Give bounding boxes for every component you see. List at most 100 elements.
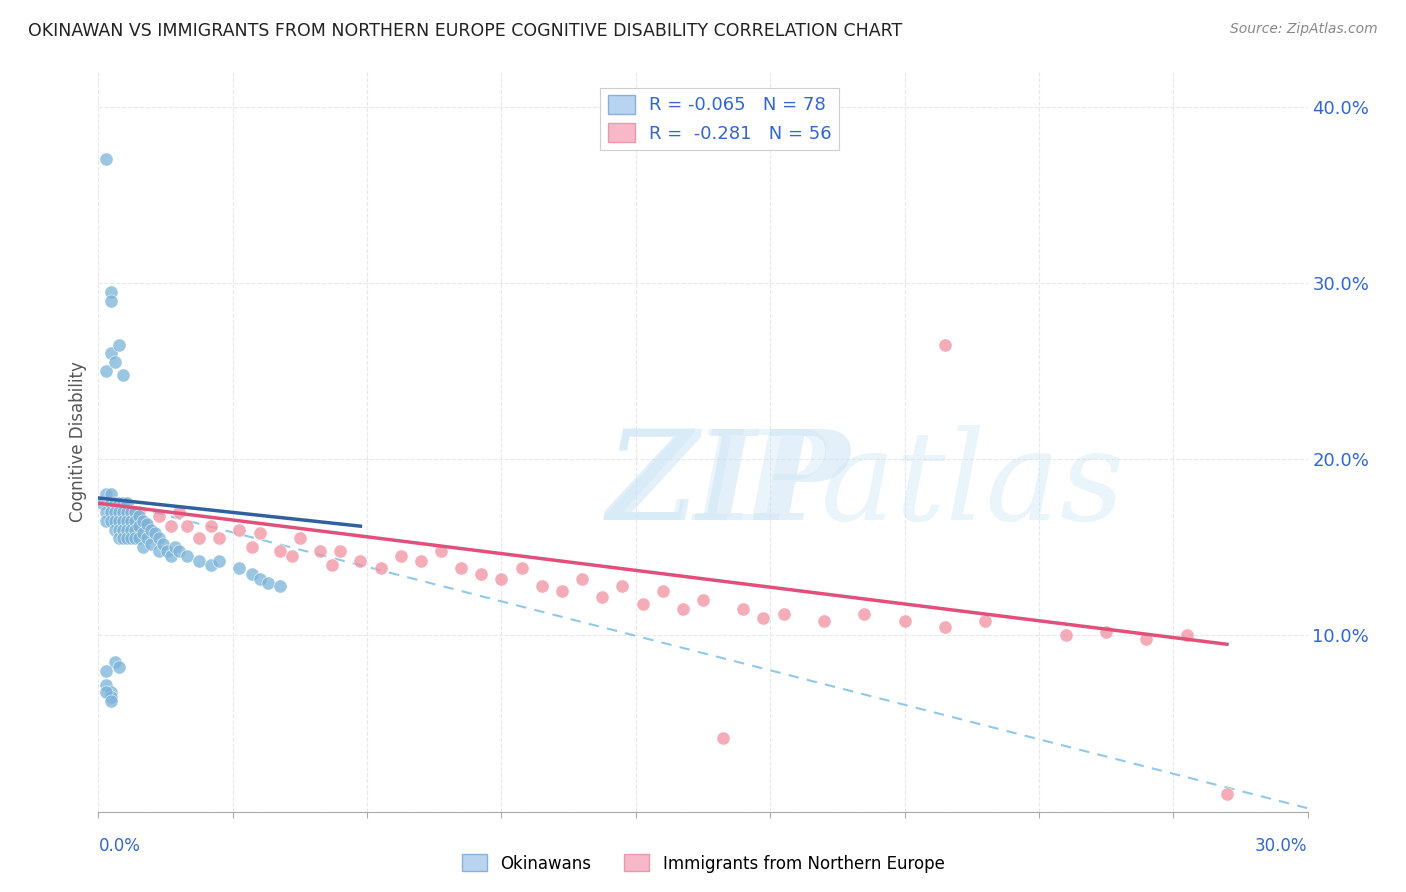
Point [228,561,250,575]
Point [470,566,492,581]
Text: ZIPatlas: ZIPatlas [606,425,1125,547]
Point [100,505,122,519]
Point [1095,624,1118,639]
Point [100,505,122,519]
Point [100,487,122,501]
Point [752,611,775,625]
Point [249,526,271,541]
Point [163,541,186,555]
Point [111,496,134,510]
Point [450,561,472,575]
Point [128,505,150,519]
Point [103,496,125,510]
Point [167,544,190,558]
Point [974,615,997,629]
Point [228,523,250,537]
Point [135,517,157,532]
Point [143,526,166,541]
Point [120,514,142,528]
Point [128,519,150,533]
Point [893,615,915,629]
Point [160,519,183,533]
Point [132,541,155,555]
Point [281,549,304,563]
Point [148,544,170,558]
Point [321,558,343,572]
Text: OKINAWAN VS IMMIGRANTS FROM NORTHERN EUROPE COGNITIVE DISABILITY CORRELATION CHA: OKINAWAN VS IMMIGRANTS FROM NORTHERN EUR… [28,22,903,40]
Point [631,597,654,611]
Legend: Okinawans, Immigrants from Northern Europe: Okinawans, Immigrants from Northern Euro… [456,847,950,880]
Point [120,523,142,537]
Point [103,514,125,528]
Point [651,584,673,599]
Point [160,549,183,563]
Text: Source: ZipAtlas.com: Source: ZipAtlas.com [1230,22,1378,37]
Point [1216,787,1239,801]
Point [139,537,162,551]
Point [152,537,174,551]
Point [103,655,125,669]
Point [1175,628,1198,642]
Point [711,731,734,745]
Point [96,364,118,378]
Point [249,572,271,586]
Point [132,526,155,541]
Point [240,566,263,581]
Point [124,514,146,528]
Point [107,514,129,528]
Point [100,694,122,708]
Point [551,584,574,599]
Point [813,615,835,629]
Point [107,660,129,674]
Point [370,561,392,575]
Point [100,690,122,705]
Point [389,549,412,563]
Text: 30.0%: 30.0% [1256,837,1308,855]
Point [349,554,371,568]
Point [107,532,129,546]
Point [156,544,179,558]
Point [96,685,118,699]
Point [1135,632,1157,646]
Point [115,532,138,546]
Point [115,505,138,519]
Point [103,355,125,369]
Point [111,505,134,519]
Text: ZIP: ZIP [606,425,851,547]
Point [103,514,125,528]
Point [100,496,122,510]
Point [115,496,138,510]
Point [612,579,634,593]
Point [107,505,129,519]
Point [934,337,956,351]
Point [107,496,129,510]
Point [120,505,142,519]
Point [188,554,211,568]
Point [176,549,198,563]
Point [135,532,157,546]
Point [96,153,118,167]
Point [96,664,118,678]
Point [100,514,122,528]
Y-axis label: Cognitive Disability: Cognitive Disability [69,361,87,522]
Point [256,575,278,590]
Point [591,590,613,604]
Point [96,487,118,501]
Point [103,505,125,519]
Point [115,514,138,528]
Point [100,346,122,360]
Point [120,526,142,541]
Point [124,532,146,546]
Point [96,505,118,519]
Point [115,508,138,523]
Point [167,505,190,519]
Point [96,678,118,692]
Point [208,554,231,568]
Point [208,532,231,546]
Point [100,285,122,299]
Point [128,508,150,523]
Point [91,496,114,510]
Point [107,337,129,351]
Point [733,602,755,616]
Point [148,532,170,546]
